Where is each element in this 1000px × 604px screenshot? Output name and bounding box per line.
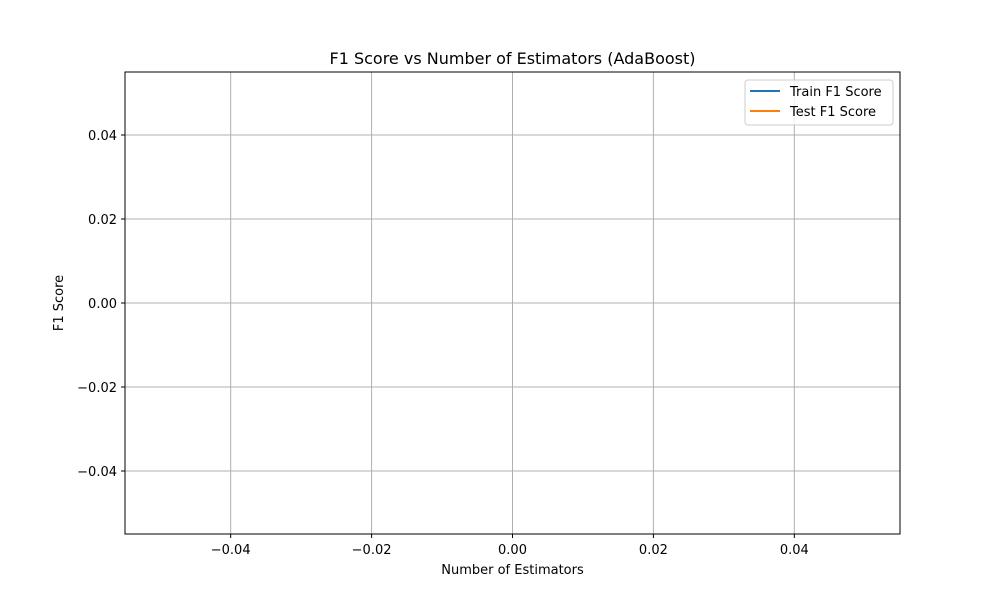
x-tick-label: −0.04	[211, 543, 251, 558]
y-axis-label: F1 Score	[52, 275, 67, 331]
grid-layer	[125, 72, 900, 534]
x-tick-label: 0.04	[780, 543, 809, 558]
y-tick-label: 0.00	[88, 297, 117, 312]
y-tick-label: −0.02	[77, 381, 117, 396]
x-axis-label: Number of Estimators	[441, 563, 584, 578]
legend: Train F1 Score Test F1 Score	[744, 79, 894, 126]
legend-label-test: Test F1 Score	[789, 105, 876, 120]
legend-box	[744, 79, 894, 126]
x-tick-label: 0.02	[639, 543, 668, 558]
y-tick-label: 0.02	[88, 213, 117, 228]
legend-label-train: Train F1 Score	[789, 85, 882, 100]
tick-layer: −0.04 −0.02 0.00 0.02 0.04 −0.04 −0.02 0.00 0.02…	[77, 129, 809, 558]
y-tick-label: −0.04	[77, 465, 117, 480]
y-tick-label: 0.04	[88, 129, 117, 144]
x-tick-label: 0.00	[498, 543, 527, 558]
chart-title: F1 Score vs Number of Estimators (AdaBoo…	[329, 49, 695, 68]
x-tick-label: −0.02	[352, 543, 392, 558]
